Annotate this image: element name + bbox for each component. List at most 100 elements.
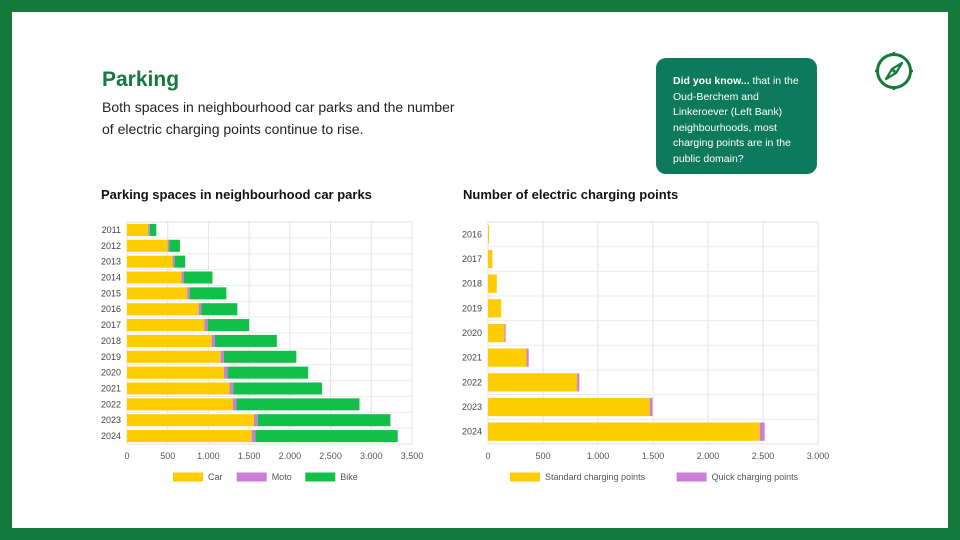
- parking-bar-moto-2011: [148, 223, 150, 236]
- charging-bar-standard-charging-points-2017: [488, 249, 493, 269]
- charging-x-tick-label: 1.000: [587, 451, 610, 461]
- parking-bar-moto-2018: [211, 334, 215, 347]
- parking-legend-label-car: Car: [208, 472, 223, 482]
- parking-bar-car-2020: [127, 366, 224, 379]
- charging-points-chart: 0 500 1.000 1.500 2.000 2.500 3.000 2016 2017 201…: [462, 221, 830, 482]
- parking-y-tick-label: 2018: [101, 336, 121, 346]
- parking-bar-car-2011: [127, 223, 149, 236]
- parking-bar-car-2016: [127, 303, 199, 316]
- parking-y-tick-label: 2024: [101, 431, 121, 441]
- charging-legend-label-standard-charging-points: Standard charging points: [545, 472, 646, 482]
- parking-x-tick-label: 0: [124, 451, 129, 461]
- charging-legend-label-quick-charging-points: Quick charging points: [712, 472, 799, 482]
- parking-bar-moto-2012: [167, 239, 170, 252]
- parking-bar-car-2018: [127, 334, 212, 347]
- parking-x-tick-label: 3.000: [360, 451, 383, 461]
- parking-y-tick-label: 2017: [101, 320, 121, 330]
- parking-bar-bike-2011: [149, 223, 157, 236]
- page-title: Parking: [102, 68, 180, 91]
- parking-x-tick-label: 1.500: [238, 451, 261, 461]
- parking-legend-label-bike: Bike: [340, 472, 358, 482]
- charging-x-tick-label: 3.000: [807, 451, 830, 461]
- parking-bar-car-2013: [127, 255, 173, 268]
- compass-icon: [875, 52, 913, 90]
- parking-bar-moto-2019: [220, 350, 224, 363]
- parking-x-tick-label: 2.500: [319, 451, 342, 461]
- parking-y-tick-label: 2014: [101, 273, 121, 283]
- parking-legend-label-moto: Moto: [272, 472, 292, 482]
- charging-x-tick-label: 500: [535, 451, 550, 461]
- charging-bar-standard-charging-points-2016: [488, 225, 490, 244]
- parking-bar-moto-2016: [198, 303, 202, 316]
- parking-bar-car-2021: [127, 382, 230, 395]
- charging-bar-standard-charging-points-2023: [488, 397, 650, 417]
- parking-bar-bike-2022: [236, 398, 360, 411]
- parking-y-tick-label: 2019: [101, 352, 121, 362]
- parking-bar-bike-2018: [214, 334, 277, 347]
- parking-spaces-chart: 0 500 1.000 1.500 2.000 2.500 3.000 3.500 2011 20…: [101, 221, 424, 482]
- parking-bar-car-2022: [127, 398, 233, 411]
- parking-bar-bike-2012: [169, 239, 180, 252]
- parking-bar-bike-2019: [223, 350, 297, 363]
- parking-legend-swatch-moto: [236, 472, 267, 482]
- callout-lead: Did you know...: [673, 75, 750, 87]
- parking-bar-car-2012: [127, 239, 168, 252]
- page-subtitle: Both spaces in neighbourhood car parks a…: [102, 99, 455, 137]
- parking-bar-car-2014: [127, 271, 182, 284]
- charging-bar-standard-charging-points-2020: [488, 323, 505, 343]
- parking-y-tick-label: 2023: [101, 415, 121, 425]
- parking-bar-bike-2017: [207, 319, 250, 332]
- parking-y-tick-label: 2016: [101, 304, 121, 314]
- parking-bar-car-2019: [127, 350, 221, 363]
- parking-bar-bike-2023: [257, 414, 391, 427]
- parking-legend-swatch-car: [173, 472, 203, 482]
- parking-bar-moto-2020: [223, 366, 228, 379]
- parking-bar-moto-2022: [232, 398, 237, 411]
- parking-bar-bike-2014: [184, 271, 213, 284]
- charging-x-tick-label: 0: [485, 451, 490, 461]
- charging-bar-standard-charging-points-2024: [488, 422, 760, 441]
- chart-title-parking: Parking spaces in neighbourhood car park…: [101, 187, 372, 202]
- parking-x-tick-label: 500: [160, 451, 175, 461]
- parking-bar-car-2023: [127, 414, 255, 427]
- charging-bar-quick-charging-points-2022: [577, 373, 580, 392]
- charging-y-tick-label: 2020: [462, 328, 482, 338]
- parking-bar-car-2024: [127, 430, 252, 443]
- parking-legend-swatch-bike: [305, 472, 336, 482]
- charging-x-tick-label: 2.000: [697, 451, 720, 461]
- charging-bar-standard-charging-points-2018: [488, 274, 497, 293]
- parking-bar-moto-2024: [251, 430, 256, 443]
- slide-page: Parking Both spaces in neighbourhood car…: [12, 12, 948, 528]
- charging-y-tick-label: 2017: [462, 254, 482, 264]
- parking-x-tick-label: 2.000: [279, 451, 302, 461]
- parking-bar-bike-2013: [174, 255, 186, 268]
- parking-x-tick-label: 1.000: [197, 451, 220, 461]
- parking-bar-bike-2021: [233, 382, 323, 395]
- parking-y-tick-label: 2013: [101, 257, 121, 267]
- callout-text: that in the Oud-Berchem and Linkeroever …: [673, 75, 799, 165]
- parking-x-tick-label: 3.500: [401, 451, 424, 461]
- charging-bar-standard-charging-points-2022: [488, 373, 578, 392]
- charging-y-tick-label: 2019: [462, 303, 482, 313]
- charging-legend-swatch-quick-charging-points: [676, 472, 707, 482]
- charging-bar-quick-charging-points-2020: [504, 323, 506, 343]
- parking-bar-bike-2016: [201, 303, 238, 316]
- parking-y-tick-label: 2012: [101, 241, 121, 251]
- charging-y-tick-label: 2022: [462, 377, 482, 387]
- parking-bar-moto-2021: [229, 382, 234, 395]
- chart-title-charging: Number of electric charging points: [463, 187, 679, 202]
- parking-bar-moto-2017: [204, 319, 208, 332]
- charging-bar-standard-charging-points-2019: [488, 299, 502, 318]
- parking-bar-bike-2015: [189, 287, 227, 300]
- parking-y-tick-label: 2021: [101, 384, 121, 394]
- charging-x-tick-label: 1.500: [642, 451, 665, 461]
- parking-y-tick-label: 2015: [101, 288, 121, 298]
- charging-y-tick-label: 2024: [462, 427, 482, 437]
- charging-bar-quick-charging-points-2024: [759, 422, 765, 441]
- parking-bar-car-2015: [127, 287, 188, 300]
- parking-bar-bike-2024: [255, 430, 398, 443]
- parking-y-tick-label: 2011: [102, 225, 121, 235]
- did-you-know-callout: Did you know... that in the Oud-Berchem …: [656, 58, 817, 174]
- parking-y-tick-label: 2022: [101, 399, 121, 409]
